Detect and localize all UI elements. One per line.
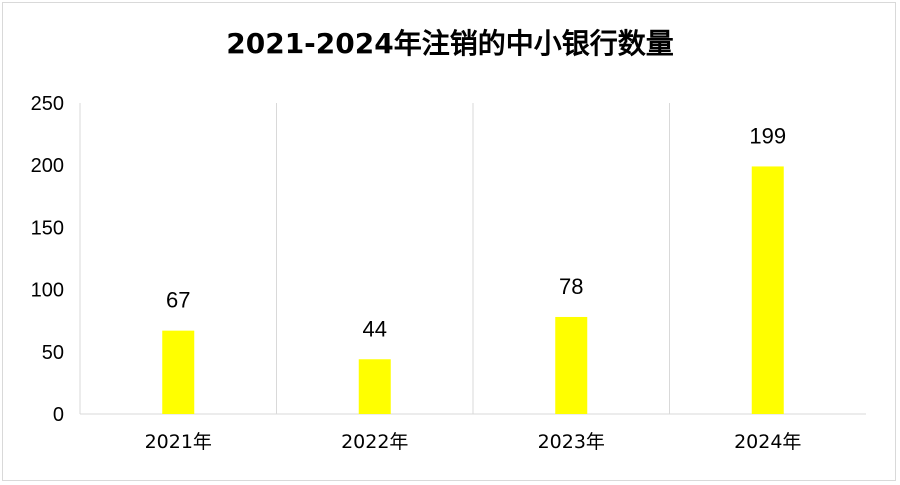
- data-label: 67: [166, 288, 190, 313]
- y-tick-label: 50: [42, 342, 64, 364]
- x-tick-label: 2023年: [538, 431, 605, 453]
- data-label: 44: [363, 316, 387, 341]
- y-tick-label: 0: [53, 404, 64, 426]
- bar-layer: [162, 166, 784, 414]
- grid-layer: [276, 103, 670, 414]
- y-tick-label: 200: [31, 155, 64, 177]
- x-tick-label: 2024年: [734, 431, 801, 453]
- data-label: 78: [559, 274, 583, 299]
- bar: [555, 316, 588, 414]
- x-tick-label: 2022年: [341, 431, 408, 453]
- bar: [358, 359, 391, 414]
- bar: [162, 330, 195, 414]
- chart-title: 2021-2024年注销的中小银行数量: [226, 27, 673, 60]
- axis-layer: 0 50 100 150 200 250 2021年 2022年 2023年 2024年: [31, 93, 866, 453]
- y-tick-label: 150: [31, 217, 64, 239]
- data-label: 199: [749, 123, 786, 148]
- y-tick-label: 250: [31, 93, 64, 115]
- x-tick-label: 2021年: [145, 431, 212, 453]
- bar: [751, 166, 784, 414]
- label-layer: 67 44 78 199: [166, 123, 786, 341]
- y-tick-label: 100: [31, 280, 64, 302]
